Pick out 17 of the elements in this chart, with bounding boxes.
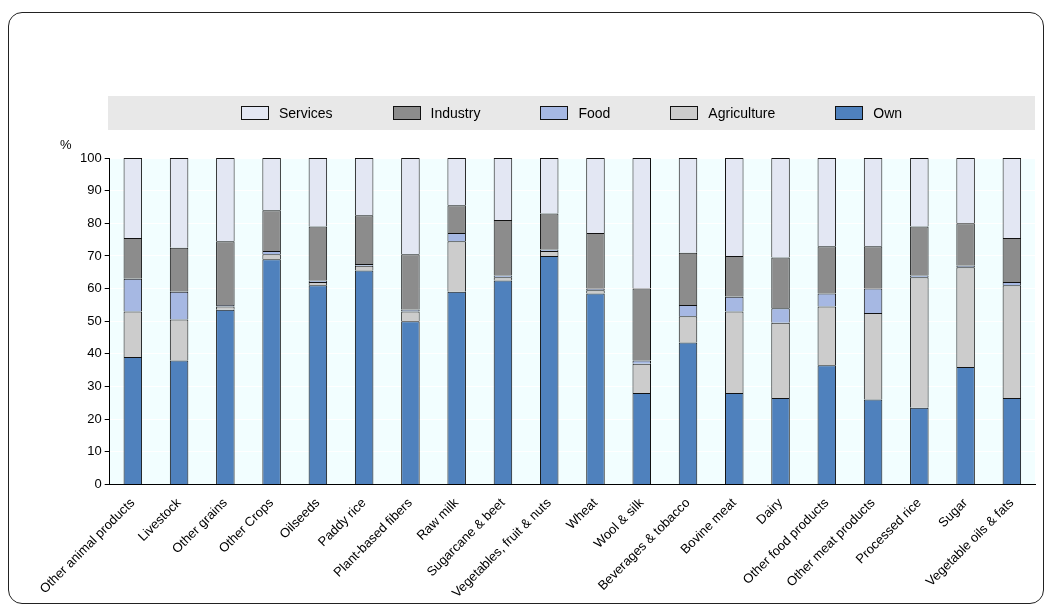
y-tick-label: 30 xyxy=(87,378,102,394)
y-tick-label: 20 xyxy=(87,410,102,426)
y-tick-label: 10 xyxy=(87,443,102,459)
legend-label: Services xyxy=(278,105,333,121)
legend-label: Own xyxy=(873,105,903,121)
y-tick-label: 70 xyxy=(87,247,102,263)
y-tick-label: 40 xyxy=(87,345,102,361)
legend-label: Agriculture xyxy=(708,105,776,121)
legend-label: Industry xyxy=(430,105,481,121)
y-tick-label: 0 xyxy=(94,476,102,492)
y-tick-label: 50 xyxy=(87,312,102,328)
y-tick-label: 90 xyxy=(87,182,102,198)
y-axis-title: % xyxy=(59,137,72,153)
y-tick-label: 60 xyxy=(87,280,102,296)
y-tick-label: 80 xyxy=(87,214,102,230)
legend-label: Food xyxy=(578,105,611,121)
y-tick-label: 100 xyxy=(79,149,102,165)
